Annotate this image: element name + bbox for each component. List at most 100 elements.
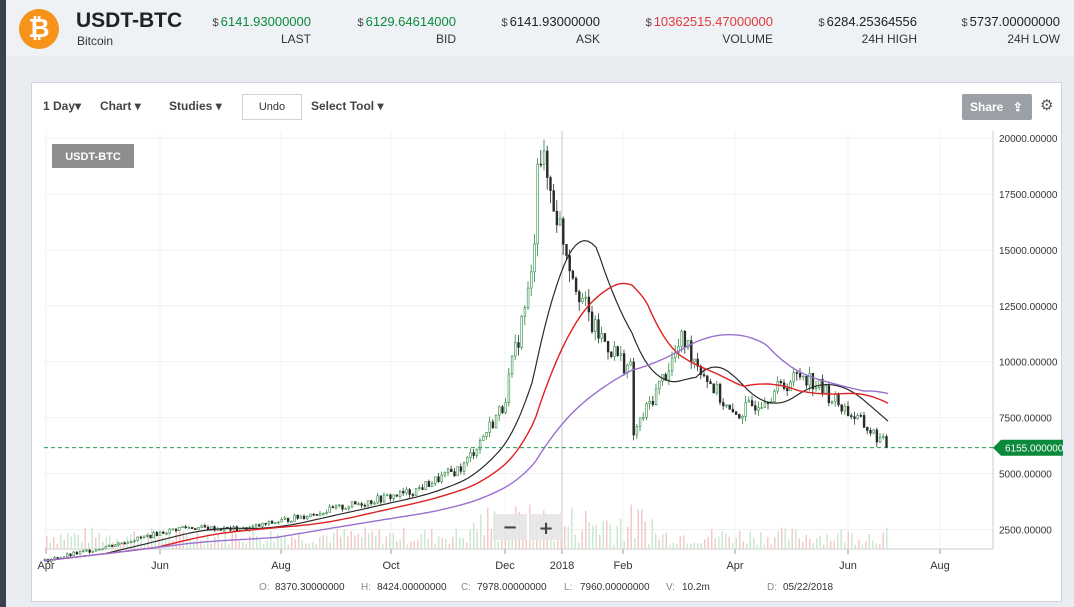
zoom-in-button[interactable] (529, 514, 563, 540)
symbol-badge-label: USDT-BTC (65, 151, 121, 163)
candle-body (654, 388, 658, 405)
undo-button[interactable]: Undo (242, 94, 302, 120)
candle-body (520, 316, 523, 348)
volume-bar (210, 543, 212, 549)
volume-bar (525, 539, 527, 549)
candle-body (482, 436, 485, 441)
candle-body (366, 500, 370, 506)
volume-bar (858, 539, 860, 549)
candle-body (322, 513, 325, 515)
candle-body (786, 388, 789, 392)
candle-body (581, 298, 584, 303)
candle-body (203, 525, 207, 528)
volume-bar (819, 535, 821, 549)
volume-bar (711, 528, 713, 549)
candle-body (882, 436, 885, 438)
candle-body (478, 440, 482, 450)
candle-body (571, 270, 575, 279)
ohlc-label: D: (767, 582, 777, 593)
candle-body (283, 517, 287, 520)
candle-body (107, 544, 111, 547)
chevron-down-icon: ▾ (215, 99, 222, 113)
period-dropdown[interactable]: 1 Day▾ (43, 99, 81, 113)
volume-bar (81, 541, 83, 549)
volume-bar (312, 541, 314, 549)
share-button[interactable]: Share ⇪ (962, 94, 1032, 120)
candle-body (395, 494, 399, 497)
volume-bar (578, 542, 580, 549)
volume-bar (424, 530, 426, 549)
volume-bar (91, 527, 93, 549)
candle-body (475, 448, 479, 456)
candle-body (872, 429, 875, 434)
pair-title: USDT-BTC (76, 9, 183, 32)
volume-bar (641, 509, 643, 549)
volume-bar (714, 538, 716, 549)
volume-bar (179, 528, 181, 549)
volume-bar (70, 536, 72, 549)
volume-bar (658, 539, 660, 549)
volume-bar (214, 536, 216, 549)
stat-value: $6141.93000000 (213, 14, 312, 29)
volume-bar (662, 534, 664, 549)
volume-bar (644, 521, 646, 549)
volume-bar (266, 540, 268, 549)
studies-dropdown[interactable]: Studies ▾ (169, 99, 222, 113)
volume-bar (196, 532, 198, 549)
volume-bar (683, 535, 685, 549)
price-chart[interactable]: 20000.00000 17500.00000 15000.00000 12500.0… (32, 83, 1063, 603)
volume-bar (606, 520, 608, 549)
volume-bar (473, 522, 475, 549)
currency-symbol: $ (818, 17, 825, 29)
candle-body (866, 427, 869, 431)
candle-body (91, 550, 95, 553)
volume-bar (102, 541, 104, 549)
y-tick-label: 12500.00000 (999, 302, 1058, 313)
candle-body (811, 373, 815, 390)
chart-type-dropdown[interactable]: Chart ▾ (100, 99, 141, 113)
candle-body (526, 287, 530, 308)
studies-label: Studies (169, 99, 213, 113)
volume-bar (448, 543, 450, 549)
candle-body (590, 311, 594, 333)
stat-number: 10362515.47000000 (653, 14, 773, 29)
volume-bar (735, 537, 737, 549)
candle-body (722, 402, 725, 407)
candle-body (251, 525, 255, 528)
candle-body (350, 501, 354, 508)
stat-ask: $6141.93000000 ASK (502, 14, 601, 46)
volume-bar (455, 528, 457, 549)
volume-bar (452, 536, 454, 549)
x-tick-label: 2018 (550, 560, 574, 572)
candle-body (446, 468, 450, 473)
volume-bar (816, 538, 818, 549)
candle-body (261, 522, 264, 527)
select-tool-dropdown[interactable]: Select Tool ▾ (311, 99, 384, 113)
gear-icon[interactable]: ⚙ (1040, 97, 1054, 114)
candle-body (558, 218, 562, 226)
x-tick-label: Aug (271, 560, 291, 572)
candle-body (629, 361, 632, 366)
volume-bar (851, 533, 853, 549)
volume-bar (427, 538, 429, 549)
volume-bar (263, 543, 265, 549)
candle-body (318, 513, 322, 516)
zoom-out-button[interactable] (493, 514, 527, 540)
candle-body (645, 403, 648, 418)
volume-bar (522, 533, 524, 549)
y-tick-label: 5000.00000 (999, 470, 1052, 481)
stat-number: 6284.25364556 (826, 14, 917, 29)
volume-bar (462, 537, 464, 549)
period-label: 1 Day (43, 99, 76, 113)
volume-bar (539, 539, 541, 549)
volume-bar (63, 539, 65, 549)
candle-body (750, 400, 754, 406)
candle-body (802, 375, 805, 378)
candle-body (181, 526, 184, 528)
volume-bar (812, 543, 814, 549)
ohlc-value: 7960.00000000 (580, 582, 650, 593)
left-sidebar-strip (0, 0, 6, 607)
stat-value: $6284.25364556 (819, 14, 918, 29)
volume-bar (140, 536, 142, 549)
candle-body (443, 471, 447, 476)
